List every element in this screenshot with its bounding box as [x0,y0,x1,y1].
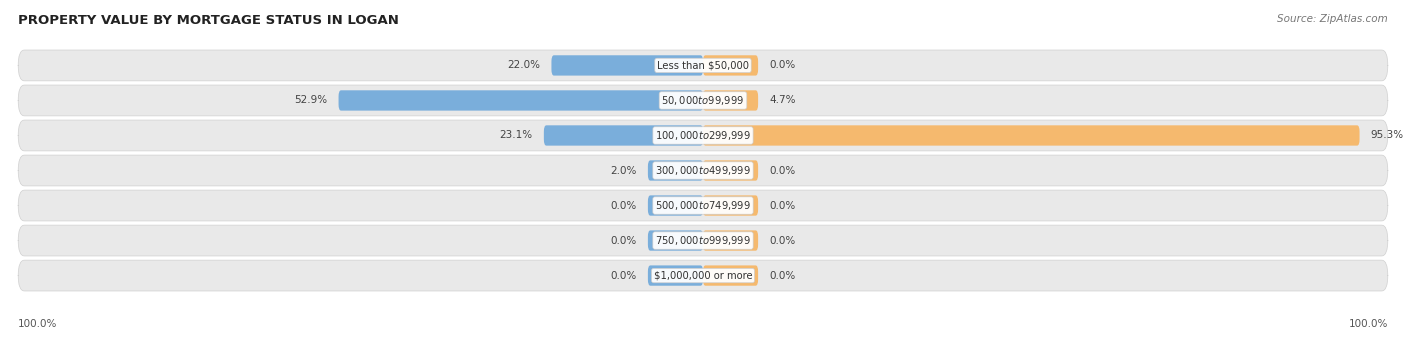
Text: 22.0%: 22.0% [508,60,540,71]
Text: 0.0%: 0.0% [610,236,637,246]
Text: 0.0%: 0.0% [769,270,796,281]
Text: $100,000 to $299,999: $100,000 to $299,999 [655,129,751,142]
FancyBboxPatch shape [18,155,1388,186]
FancyBboxPatch shape [18,260,1388,291]
FancyBboxPatch shape [544,125,703,146]
FancyBboxPatch shape [648,195,703,216]
Text: 100.0%: 100.0% [1348,319,1388,329]
FancyBboxPatch shape [703,90,758,110]
Text: 0.0%: 0.0% [769,236,796,246]
FancyBboxPatch shape [18,120,1388,151]
Text: 0.0%: 0.0% [610,201,637,210]
Text: 23.1%: 23.1% [499,131,533,140]
Text: 2.0%: 2.0% [610,165,637,176]
Text: Less than $50,000: Less than $50,000 [657,60,749,71]
FancyBboxPatch shape [648,160,703,181]
FancyBboxPatch shape [703,231,758,251]
FancyBboxPatch shape [18,50,1388,81]
Text: $1,000,000 or more: $1,000,000 or more [654,270,752,281]
Text: 0.0%: 0.0% [769,60,796,71]
Text: Source: ZipAtlas.com: Source: ZipAtlas.com [1277,14,1388,24]
Text: $50,000 to $99,999: $50,000 to $99,999 [661,94,745,107]
FancyBboxPatch shape [18,225,1388,256]
FancyBboxPatch shape [703,195,758,216]
Text: 95.3%: 95.3% [1371,131,1403,140]
FancyBboxPatch shape [703,160,758,181]
Text: $500,000 to $749,999: $500,000 to $749,999 [655,199,751,212]
FancyBboxPatch shape [648,231,703,251]
FancyBboxPatch shape [18,190,1388,221]
FancyBboxPatch shape [648,265,703,286]
Text: 0.0%: 0.0% [769,165,796,176]
Text: 100.0%: 100.0% [18,319,58,329]
Text: 0.0%: 0.0% [610,270,637,281]
Text: 0.0%: 0.0% [769,201,796,210]
FancyBboxPatch shape [703,265,758,286]
FancyBboxPatch shape [703,55,758,76]
FancyBboxPatch shape [339,90,703,110]
Text: PROPERTY VALUE BY MORTGAGE STATUS IN LOGAN: PROPERTY VALUE BY MORTGAGE STATUS IN LOG… [18,14,399,27]
FancyBboxPatch shape [703,125,1360,146]
Text: $300,000 to $499,999: $300,000 to $499,999 [655,164,751,177]
Text: 52.9%: 52.9% [294,95,328,105]
FancyBboxPatch shape [551,55,703,76]
Text: 4.7%: 4.7% [769,95,796,105]
Text: $750,000 to $999,999: $750,000 to $999,999 [655,234,751,247]
FancyBboxPatch shape [18,85,1388,116]
